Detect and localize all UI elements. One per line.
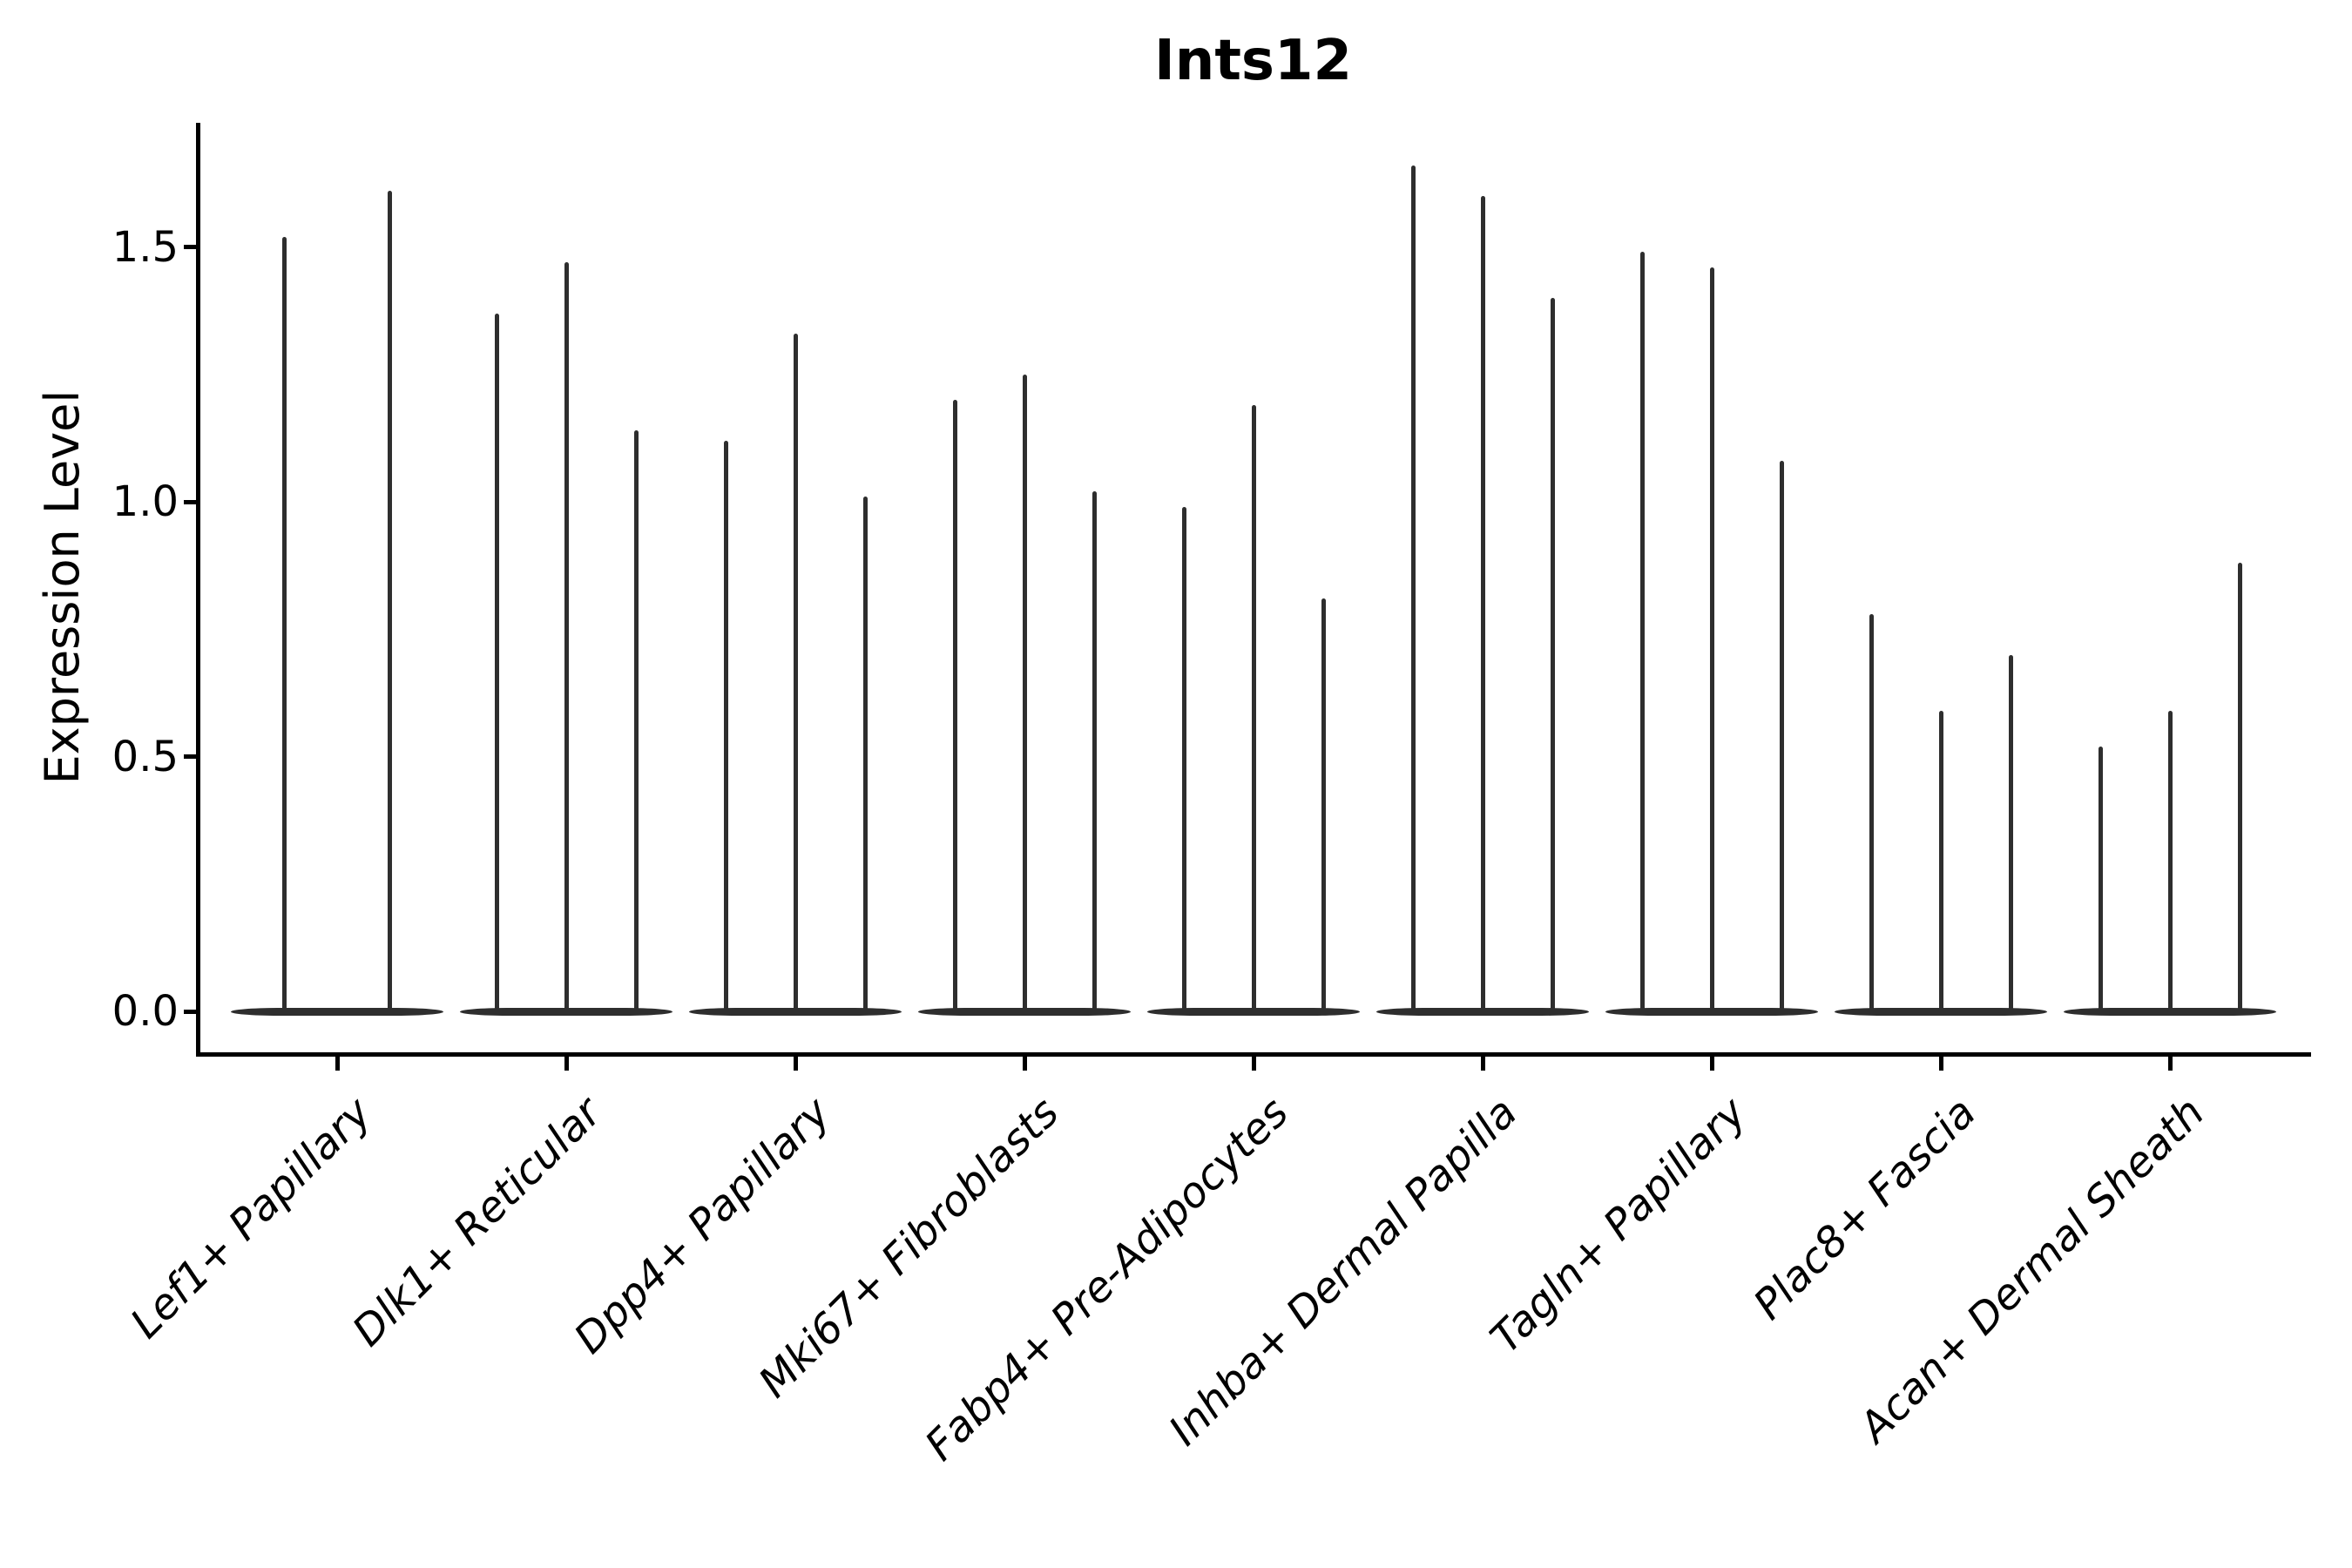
violin-spike (1550, 298, 1555, 1011)
violin-spike (564, 262, 569, 1011)
violin-spike (952, 400, 957, 1011)
violin-spike (2167, 710, 2173, 1011)
violin-body-band (231, 1007, 443, 1016)
x-tick-mark (1022, 1057, 1027, 1071)
chart-title: Ints12 (1153, 29, 1353, 93)
violin-spike (1869, 613, 1874, 1011)
violin-spike (1480, 196, 1485, 1011)
violin-spike (1181, 506, 1186, 1011)
violin-spike (2237, 563, 2242, 1011)
x-tick-label: Lef1+ Papillary (121, 1088, 382, 1348)
violin-body-band (689, 1007, 902, 1016)
x-tick-mark (793, 1057, 798, 1071)
x-tick-mark (564, 1057, 569, 1071)
violin-spike (633, 430, 639, 1011)
y-tick-mark (184, 754, 198, 759)
violin-body-band (1376, 1007, 1589, 1016)
violin-spike (1251, 404, 1256, 1011)
violin-body-band (1835, 1007, 2047, 1016)
violin-spike (1709, 267, 1714, 1011)
y-tick-mark (184, 1009, 198, 1014)
violin-spike (723, 440, 728, 1011)
violin-body-band (460, 1007, 672, 1016)
violin-spike (1321, 598, 1326, 1011)
y-tick-label: 0.0 (112, 987, 179, 1036)
y-tick-mark (184, 245, 198, 249)
y-axis-spine (196, 123, 200, 1057)
violin-body-band (2064, 1007, 2276, 1016)
violin-spike (388, 191, 392, 1011)
violin-spike (1410, 165, 1416, 1011)
x-tick-label: Plac8+ Fascia (1744, 1088, 1985, 1329)
violin-spike (494, 313, 499, 1011)
x-tick-label: Dlk1+ Reticular (342, 1088, 611, 1356)
y-tick-label: 1.5 (112, 222, 179, 272)
y-axis-label: Expression Level (35, 389, 90, 785)
x-tick-mark (1251, 1057, 1256, 1071)
violin-spike (1779, 461, 1784, 1011)
x-tick-label: Dpp4+ Papillary (564, 1088, 840, 1363)
violin-body-band (1605, 1007, 1818, 1016)
violin-spike (793, 333, 798, 1011)
violin-body-band (918, 1007, 1131, 1016)
violin-spike (1092, 491, 1097, 1011)
violin-spike (1938, 710, 1943, 1011)
y-tick-label: 1.0 (112, 477, 179, 526)
x-tick-mark (1709, 1057, 1714, 1071)
violin-spike (1639, 252, 1645, 1011)
y-tick-mark (184, 499, 198, 504)
x-axis-spine (196, 1052, 2311, 1057)
x-tick-mark (2167, 1057, 2173, 1071)
violin-spike (2098, 746, 2103, 1011)
y-tick-label: 0.5 (112, 732, 179, 781)
x-tick-mark (1938, 1057, 1943, 1071)
violin-spike (282, 236, 287, 1011)
violin-spike (2008, 654, 2013, 1011)
x-tick-mark (335, 1057, 340, 1071)
violin-body-band (1147, 1007, 1360, 1016)
violin-spike (1022, 374, 1027, 1011)
x-tick-mark (1480, 1057, 1485, 1071)
violin-spike (862, 497, 868, 1011)
x-tick-label: Tagln+ Papillary (1481, 1088, 1756, 1363)
